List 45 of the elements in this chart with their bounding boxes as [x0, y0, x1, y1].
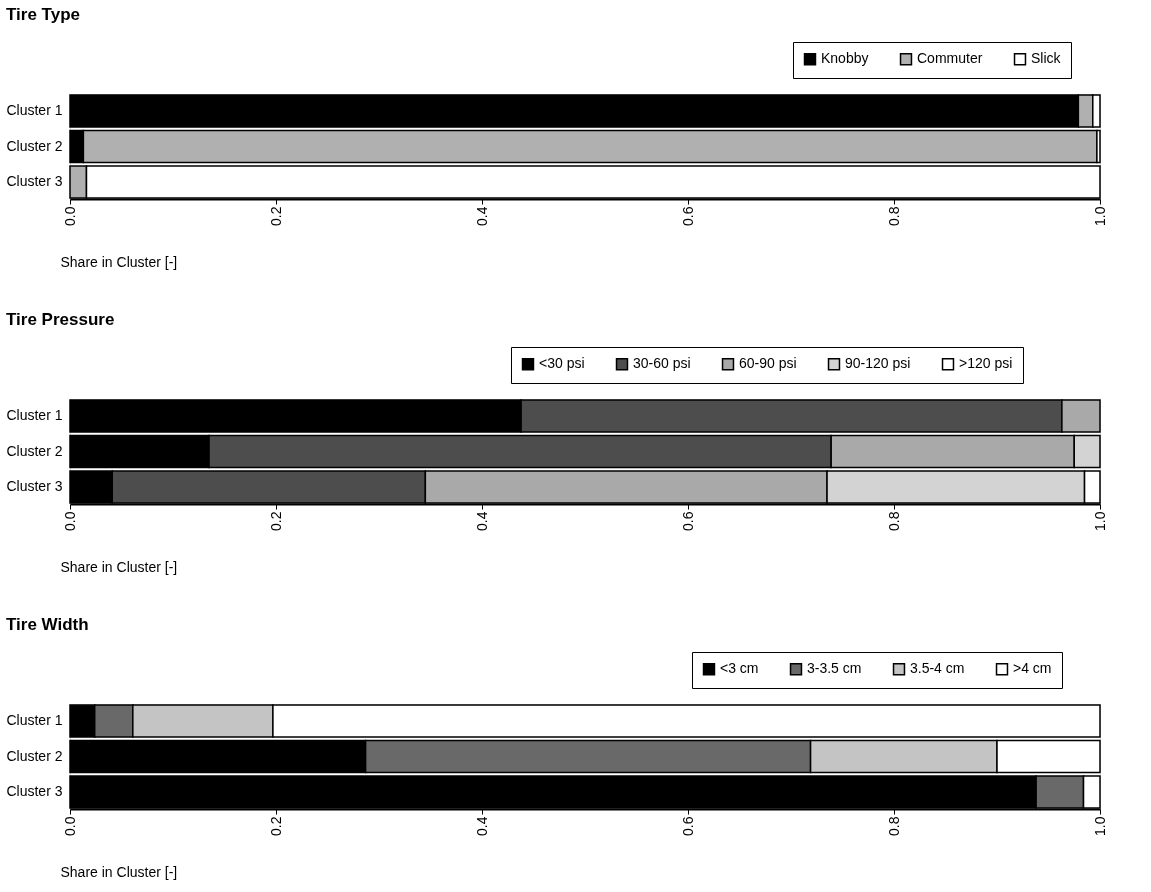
x-axis-title: Share in Cluster [-] — [60, 253, 178, 270]
y-tick-label: Cluster 2 — [6, 442, 63, 459]
legend-label: 60-90 psi — [739, 355, 797, 372]
x-tick-label: 0.6 — [679, 816, 696, 836]
x-axis-title: Share in Cluster [-] — [60, 558, 178, 575]
y-tick-label: Cluster 1 — [6, 407, 63, 424]
legend-label: <30 psi — [539, 355, 585, 372]
x-axis-title: Share in Cluster [-] — [60, 863, 178, 880]
legend-label: 3-3.5 cm — [807, 660, 862, 677]
x-tick-label: 0.4 — [473, 511, 490, 531]
y-tick-label: Cluster 3 — [6, 477, 63, 494]
x-tick-label: 0.2 — [267, 206, 284, 226]
y-tick-label: Cluster 2 — [6, 747, 63, 764]
x-tick-label: 0.6 — [679, 511, 696, 531]
x-tick-label: 0.4 — [473, 206, 490, 226]
chart-title: Tire Type — [5, 4, 80, 24]
y-tick-label: Cluster 1 — [6, 102, 63, 119]
x-tick-label: 0.4 — [473, 816, 490, 836]
x-tick-label: 0.6 — [679, 206, 696, 226]
y-tick-label: Cluster 2 — [6, 137, 63, 154]
x-tick-label: 0.0 — [61, 511, 78, 531]
y-tick-label: Cluster 3 — [6, 172, 63, 189]
legend-label: Slick — [1031, 50, 1062, 67]
legend-label: 90-120 psi — [845, 355, 911, 372]
y-tick-label: Cluster 1 — [6, 712, 63, 729]
x-tick-label: 0.8 — [885, 206, 902, 226]
y-tick-label: Cluster 3 — [6, 782, 63, 799]
chart-title: Tire Pressure — [5, 309, 115, 329]
legend-label: >120 psi — [959, 355, 1013, 372]
x-tick-label: 1.0 — [1091, 206, 1108, 226]
chart-title: Tire Width — [5, 614, 89, 634]
x-tick-label: 0.2 — [267, 511, 284, 531]
x-tick-label: 1.0 — [1091, 816, 1108, 836]
x-tick-label: 1.0 — [1091, 511, 1108, 531]
x-tick-label: 0.8 — [885, 816, 902, 836]
legend-label: 30-60 psi — [633, 355, 691, 372]
legend-label: Knobby — [821, 50, 869, 67]
legend-label: Commuter — [917, 50, 983, 67]
legend-label: 3.5-4 cm — [910, 660, 965, 677]
legend-label: >4 cm — [1013, 660, 1052, 677]
x-tick-label: 0.0 — [61, 816, 78, 836]
x-tick-label: 0.8 — [885, 511, 902, 531]
x-tick-label: 0.2 — [267, 816, 284, 836]
legend-label: <3 cm — [720, 660, 759, 677]
x-tick-label: 0.0 — [61, 206, 78, 226]
